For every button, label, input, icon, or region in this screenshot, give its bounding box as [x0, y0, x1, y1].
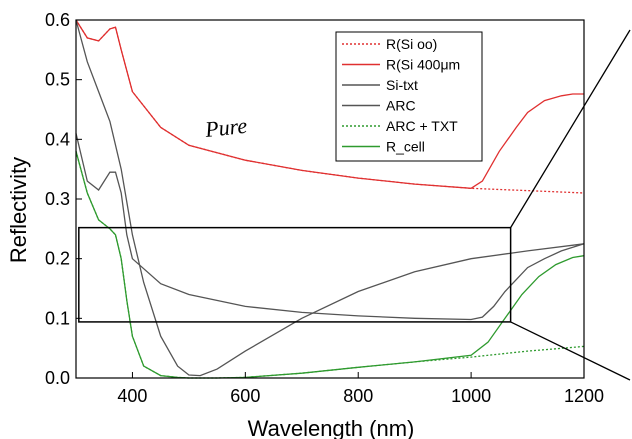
legend-label: ARC + TXT	[386, 118, 458, 134]
series-line-6	[75, 151, 585, 379]
legend-label: Si-txt	[386, 77, 418, 93]
y-axis-title: Reflectivity	[6, 157, 31, 263]
x-tick-label: 400	[117, 386, 147, 406]
y-tick-label: 0.6	[45, 10, 70, 30]
y-tick-label: 0.5	[45, 70, 70, 90]
x-axis-title: Wavelength (nm)	[248, 416, 415, 439]
series-line-1	[75, 19, 585, 194]
ticks-layer: 400 600 800 1000 1200 0.0 0.1 0.2 0.3 0.4 0.5 0.6	[45, 10, 604, 406]
legend-box	[335, 31, 483, 162]
y-tick-label: 0.3	[45, 189, 70, 209]
legend: R(Si oo) R(Si 400μm Si-txt ARC ARC + TXT R_ce…	[335, 31, 483, 162]
series-line-5	[75, 151, 585, 379]
y-tick-label: 0.2	[45, 249, 70, 269]
y-tick-label: 0.4	[45, 129, 70, 149]
y-tick-label: 0.0	[45, 368, 70, 388]
series-layer	[75, 19, 585, 379]
zoom-line-bottom	[510, 321, 631, 381]
legend-label: R_cell	[386, 139, 425, 155]
x-tick-label: 1200	[564, 386, 604, 406]
annotation-note: Pure	[203, 113, 249, 142]
series-line-2	[75, 19, 584, 189]
x-tick-label: 1000	[451, 386, 491, 406]
y-tick-label: 0.1	[45, 308, 70, 328]
plot-frame	[75, 19, 585, 379]
zoom-line-top	[510, 29, 631, 228]
x-tick-label: 600	[230, 386, 260, 406]
x-tick-label: 800	[343, 386, 373, 406]
series-line-3	[75, 133, 585, 321]
series-line-4	[75, 19, 585, 377]
highlight-box	[78, 226, 512, 323]
legend-label: R(Si 400μm	[386, 57, 460, 73]
legend-label: ARC	[386, 98, 416, 114]
legend-label: R(Si oo)	[386, 36, 437, 52]
